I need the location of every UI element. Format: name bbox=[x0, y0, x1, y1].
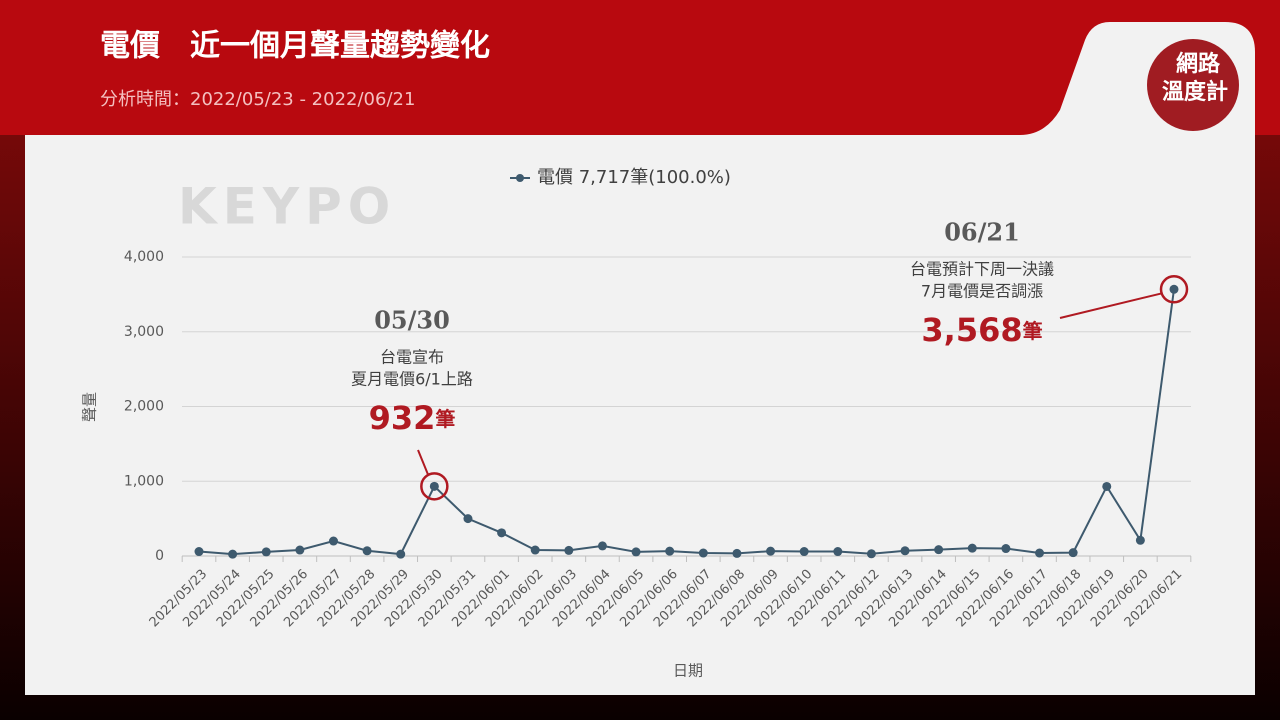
logo-text: 溫度計 bbox=[1162, 79, 1228, 105]
data-point bbox=[799, 547, 809, 557]
subtitle: 分析時間：2022/05/23 - 2022/06/21 bbox=[100, 89, 415, 110]
data-point bbox=[631, 547, 641, 557]
annotation-unit: 筆 bbox=[1023, 319, 1043, 343]
data-point bbox=[564, 545, 574, 555]
watermark: KEYPO bbox=[178, 178, 396, 236]
callout-line bbox=[1059, 292, 1163, 319]
y-tick-label: 2,000 bbox=[124, 399, 164, 415]
data-point bbox=[866, 549, 876, 559]
data-point bbox=[463, 514, 473, 524]
highlight-ring bbox=[420, 472, 449, 501]
data-point bbox=[328, 536, 338, 546]
data-point bbox=[362, 546, 372, 556]
data-point bbox=[1135, 535, 1145, 545]
data-point bbox=[766, 546, 776, 556]
data-point bbox=[698, 548, 708, 558]
data-point bbox=[429, 481, 439, 491]
annotation-value: 932筆 bbox=[369, 399, 456, 437]
data-point bbox=[1001, 544, 1011, 554]
data-point bbox=[1068, 548, 1078, 558]
annotation-text: 7月電價是否調漲 bbox=[921, 282, 1043, 301]
annotation-text: 台電宣布 bbox=[380, 348, 444, 367]
x-axis-label: 日期 bbox=[673, 662, 703, 680]
data-point bbox=[967, 543, 977, 553]
data-point bbox=[597, 541, 607, 551]
data-point bbox=[530, 545, 540, 555]
y-axis-label: 聲量 bbox=[81, 392, 99, 422]
legend-label: 電價 7,717筆(100.0%) bbox=[537, 167, 731, 188]
series-line bbox=[198, 289, 1175, 556]
logo-circle bbox=[1147, 39, 1239, 131]
annotation-text: 夏月電價6/1上路 bbox=[351, 370, 473, 389]
data-point bbox=[1102, 481, 1112, 491]
data-point bbox=[261, 547, 271, 557]
data-point bbox=[665, 546, 675, 556]
callout-line bbox=[417, 449, 430, 476]
y-tick-label: 3,000 bbox=[124, 324, 164, 340]
data-point bbox=[833, 547, 843, 557]
y-tick-label: 0 bbox=[155, 548, 164, 564]
data-point bbox=[732, 548, 742, 558]
data-point bbox=[396, 549, 406, 559]
data-point bbox=[1169, 284, 1179, 294]
annotation-date: 06/21 bbox=[944, 218, 1020, 247]
annotation-text: 台電預計下周一決議 bbox=[910, 260, 1054, 279]
data-point bbox=[194, 547, 204, 557]
data-point bbox=[900, 546, 910, 556]
data-point bbox=[934, 545, 944, 555]
panel bbox=[25, 22, 1255, 695]
annotation-date: 05/30 bbox=[374, 306, 450, 335]
data-point bbox=[1035, 548, 1045, 558]
title: 電價 近一個月聲量趨勢變化 bbox=[100, 29, 490, 64]
annotation-value: 3,568筆 bbox=[921, 311, 1042, 349]
data-point bbox=[497, 528, 507, 538]
annotation-unit: 筆 bbox=[435, 407, 455, 431]
y-tick-label: 4,000 bbox=[124, 249, 164, 265]
highlight-ring bbox=[1159, 275, 1189, 304]
annotation-label: 932 bbox=[369, 399, 436, 437]
y-tick-label: 1,000 bbox=[124, 473, 164, 489]
annotation-label: 3,568 bbox=[921, 311, 1022, 349]
legend-marker bbox=[516, 174, 524, 182]
data-point bbox=[228, 549, 238, 559]
data-point bbox=[295, 545, 305, 555]
logo-text: 網路 bbox=[1176, 51, 1221, 77]
